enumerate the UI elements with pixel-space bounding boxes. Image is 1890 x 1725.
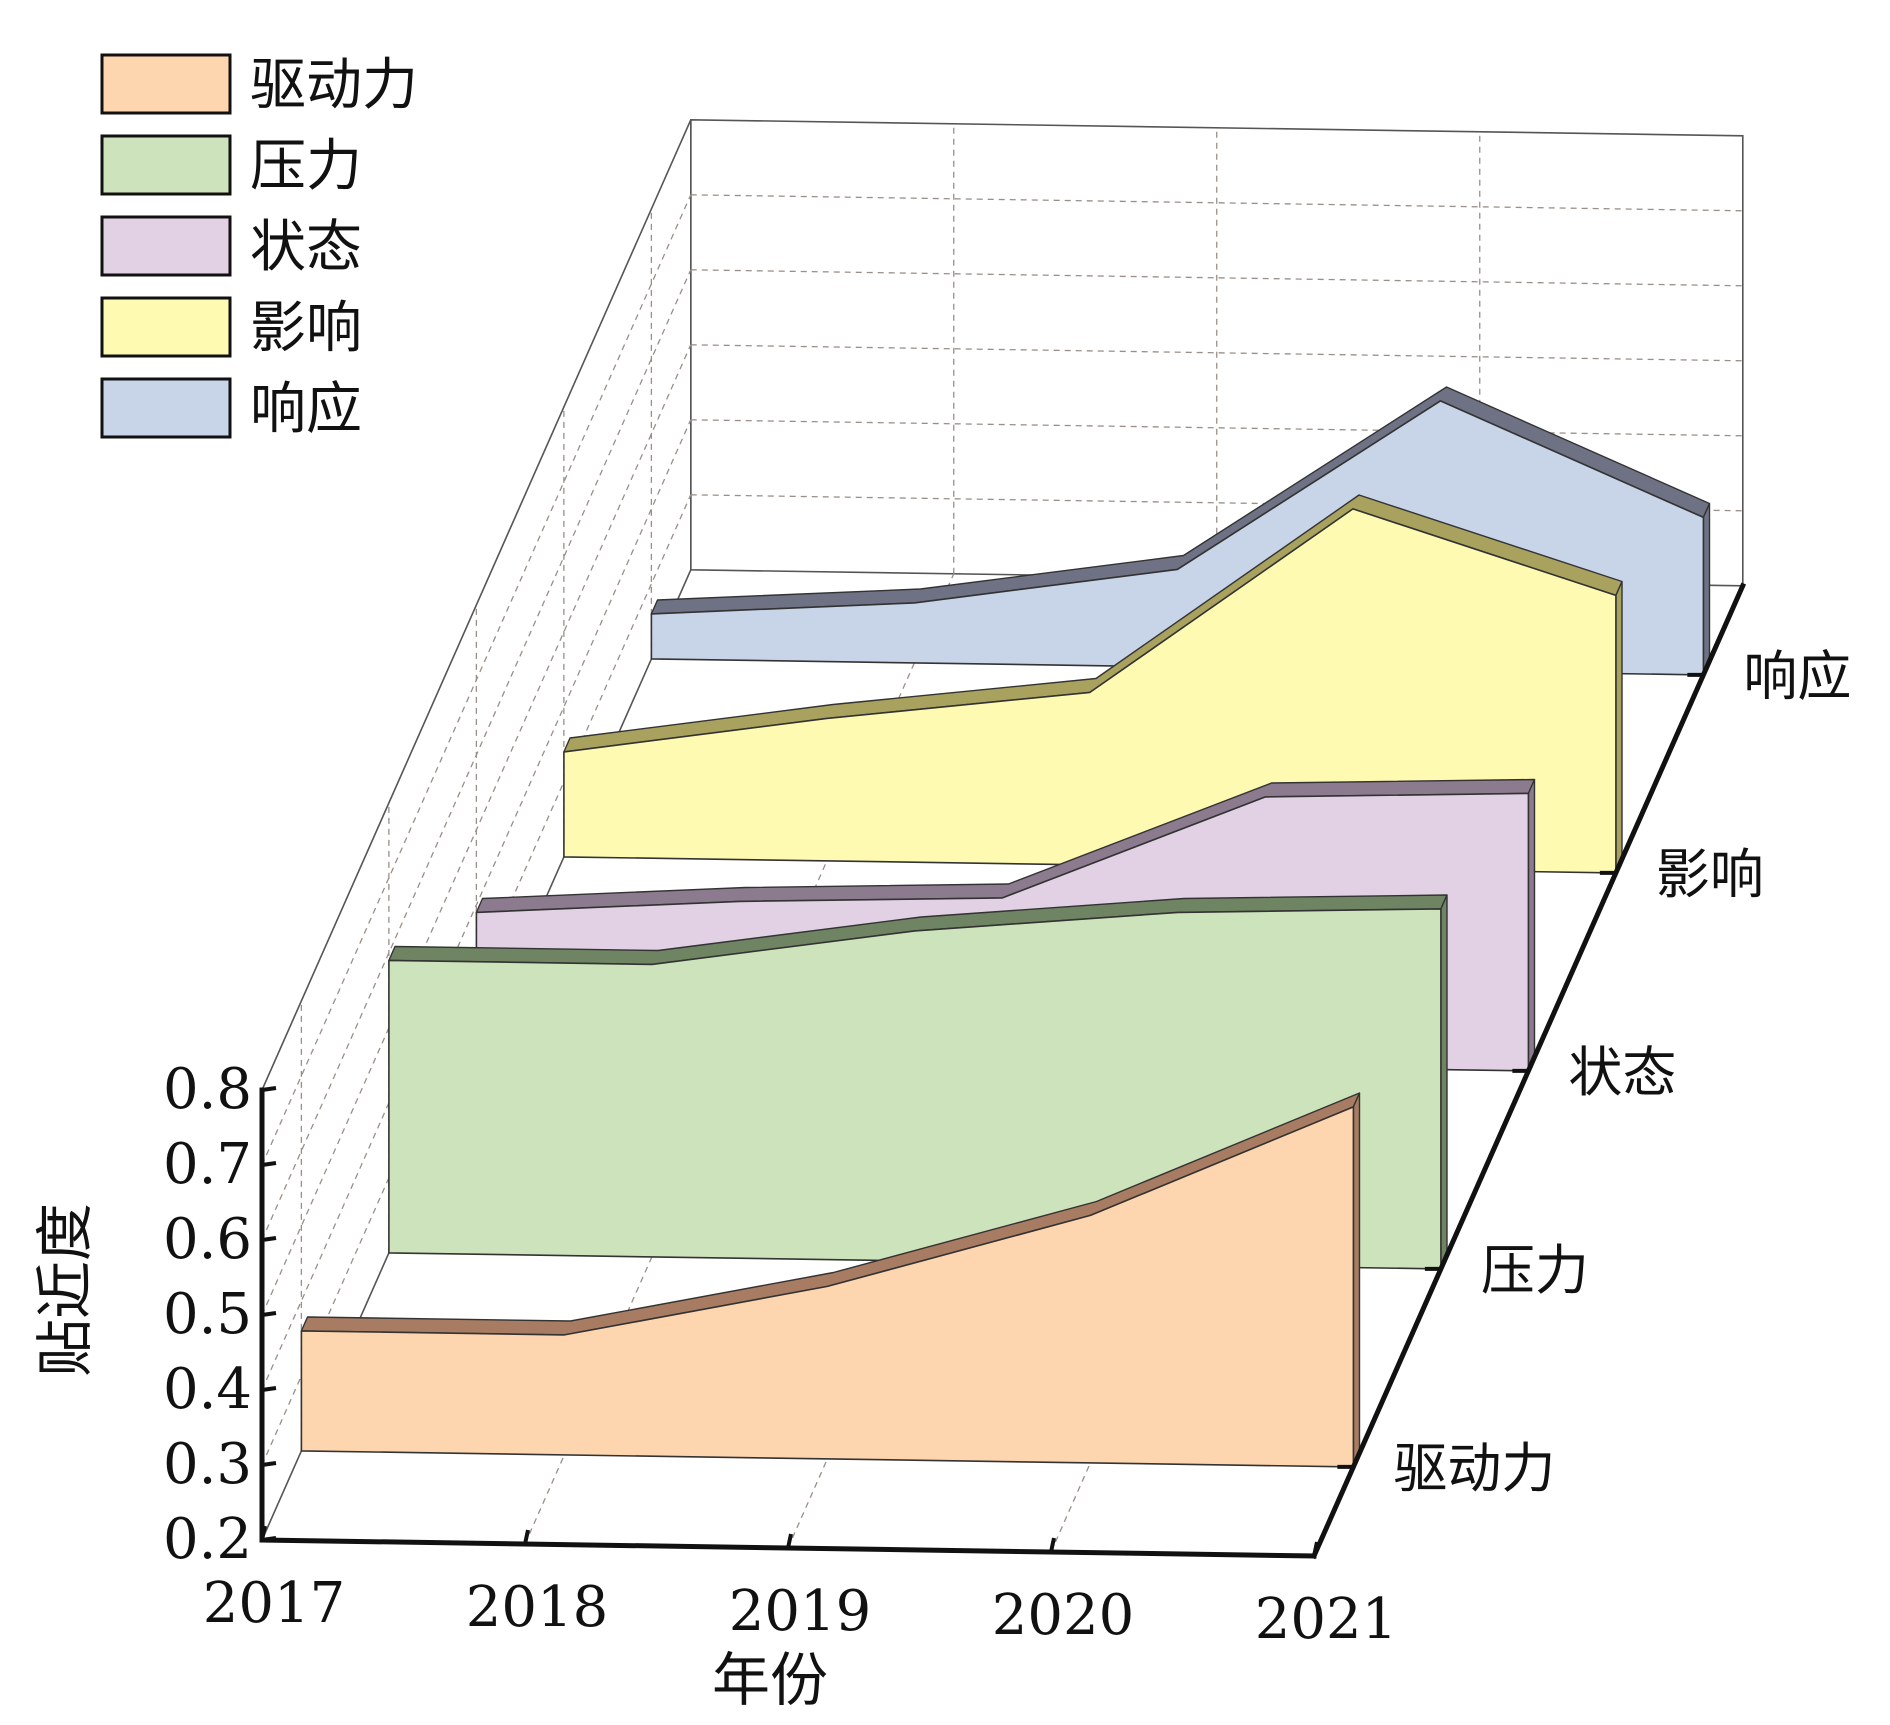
y-tick-label: 0.5 <box>163 1282 252 1347</box>
legend-swatch <box>100 215 232 277</box>
axes: 0.2 0.3 0.4 0.5 0.6 0.7 0.8 2017 2018 2019 2020 202… <box>163 582 1851 1652</box>
y-tick <box>261 1086 277 1092</box>
y-tick <box>261 1536 277 1542</box>
series-side-edge <box>1615 581 1623 874</box>
series-side-edge <box>1527 779 1536 1072</box>
legend-item: 影响 <box>100 296 362 361</box>
y-axis-title: 贴近度 <box>31 1203 99 1377</box>
category-label: 影响 <box>1656 843 1764 906</box>
legend-label: 影响 <box>250 296 362 361</box>
series-side-edge <box>1440 894 1448 1270</box>
series-1 <box>300 1092 1361 1468</box>
y-tick-label: 0.8 <box>163 1057 252 1122</box>
category-label: 状态 <box>1568 1041 1676 1104</box>
legend-label: 响应 <box>250 377 362 442</box>
legend-swatch <box>100 296 232 358</box>
y-tick <box>261 1461 277 1467</box>
category-label: 压力 <box>1481 1239 1589 1302</box>
legend-item: 响应 <box>100 377 362 442</box>
legend-item: 状态 <box>100 215 362 280</box>
legend-item: 驱动力 <box>100 53 418 118</box>
x-tick-label: 2020 <box>992 1583 1135 1648</box>
series-layer <box>300 386 1711 1468</box>
legend-swatch <box>100 134 232 196</box>
y-tick-label: 0.2 <box>163 1507 252 1572</box>
grid-line <box>261 419 692 1391</box>
legend-label: 状态 <box>250 215 362 280</box>
y-tick <box>261 1386 277 1392</box>
y-tick-label: 0.4 <box>163 1357 252 1422</box>
x-tick <box>786 1533 793 1549</box>
y-tick <box>261 1311 277 1317</box>
x-axis-title: 年份 <box>712 1646 828 1714</box>
y-tick <box>261 1236 277 1242</box>
x-tick <box>260 1525 267 1541</box>
x-tick-label: 2017 <box>203 1571 346 1636</box>
y-tick-label: 0.7 <box>163 1132 252 1197</box>
category-label: 响应 <box>1743 645 1851 708</box>
series-side-edge <box>1352 1092 1361 1468</box>
x-tick-label: 2021 <box>1255 1587 1398 1652</box>
series-side-edge <box>1702 503 1711 676</box>
legend-swatch <box>100 53 232 115</box>
legend-label: 驱动力 <box>250 53 418 118</box>
x-tick <box>1312 1541 1319 1557</box>
y-tick-label: 0.3 <box>163 1432 252 1497</box>
x-tick-label: 2018 <box>466 1575 609 1640</box>
legend-item: 压力 <box>100 134 362 199</box>
y-tick-label: 0.6 <box>163 1207 252 1272</box>
y-tick <box>261 1161 277 1167</box>
x-tick <box>523 1529 530 1545</box>
series-area <box>300 1106 1355 1468</box>
category-label: 驱动力 <box>1393 1437 1555 1500</box>
legend-label: 压力 <box>250 134 362 199</box>
legend-swatch <box>100 377 232 439</box>
x-tick <box>1049 1537 1056 1553</box>
x-tick-label: 2019 <box>729 1579 872 1644</box>
